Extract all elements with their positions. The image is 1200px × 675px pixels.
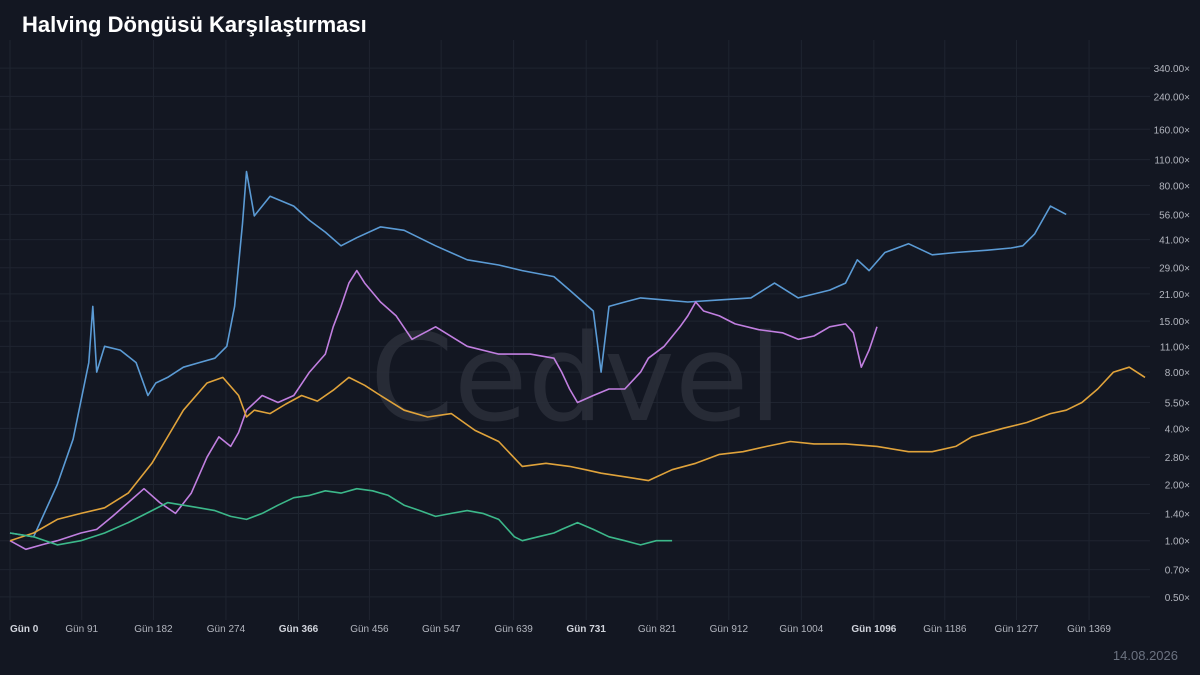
x-tick-label: Gün 731: [566, 624, 606, 635]
y-tick-label: 110.00×: [1154, 156, 1190, 167]
date-label: 14.08.2026: [1112, 648, 1178, 663]
grid-lines: [0, 40, 1150, 620]
x-tick-label: Gün 1277: [995, 624, 1039, 635]
series-line-2: [9, 366, 1146, 542]
page-title: Halving Döngüsü Karşılaştırması: [22, 12, 367, 37]
y-tick-label: 29.00×: [1159, 264, 1190, 275]
series-lines: [9, 170, 1146, 551]
y-axis: 340.00× 240.00× 160.00× 110.00× 80.00× 56.00×…: [1154, 64, 1191, 604]
y-tick-label: 2.80×: [1165, 453, 1190, 464]
series-line-3: [9, 487, 673, 546]
y-tick-label: 21.00×: [1159, 290, 1190, 301]
y-tick-label: 41.00×: [1159, 236, 1190, 247]
y-tick-label: 2.00×: [1165, 481, 1190, 492]
x-tick-label: Gün 182: [134, 624, 173, 635]
watermark: Cedvel: [370, 310, 782, 449]
y-tick-label: 1.40×: [1165, 509, 1190, 520]
x-tick-label: Gün 821: [638, 624, 677, 635]
y-tick-label: 4.00×: [1165, 424, 1190, 435]
y-tick-label: 0.50×: [1165, 593, 1190, 604]
y-tick-label: 15.00×: [1159, 317, 1190, 328]
series-line-0: [9, 170, 1067, 538]
series-line-1: [9, 269, 878, 551]
x-tick-label: Gün 1096: [851, 624, 896, 635]
y-tick-label: 5.50×: [1165, 399, 1190, 410]
y-tick-label: 80.00×: [1159, 181, 1190, 192]
x-tick-label: Gün 274: [207, 624, 246, 635]
x-tick-label: Gün 456: [350, 624, 389, 635]
y-tick-label: 340.00×: [1154, 64, 1191, 75]
x-tick-label: Gün 366: [279, 624, 319, 635]
x-tick-label: Gün 912: [710, 624, 749, 635]
x-tick-label: Gün 1004: [779, 624, 823, 635]
x-tick-label: Gün 547: [422, 624, 461, 635]
y-tick-label: 11.00×: [1160, 342, 1190, 353]
y-tick-label: 240.00×: [1154, 92, 1191, 103]
y-tick-label: 160.00×: [1154, 125, 1191, 136]
x-tick-label: Gün 639: [494, 624, 533, 635]
x-tick-label: Gün 1369: [1067, 624, 1111, 635]
x-tick-label: Gün 91: [65, 624, 98, 635]
y-tick-label: 8.00×: [1165, 368, 1190, 379]
y-tick-label: 56.00×: [1159, 210, 1190, 221]
y-tick-label: 1.00×: [1165, 537, 1190, 548]
y-tick-label: 0.70×: [1165, 566, 1190, 577]
x-axis: Gün 0 Gün 91 Gün 182 Gün 274 Gün 366 Gün 456 G…: [10, 624, 1111, 635]
x-tick-label: Gün 0: [10, 624, 39, 635]
x-tick-label: Gün 1186: [923, 624, 967, 635]
